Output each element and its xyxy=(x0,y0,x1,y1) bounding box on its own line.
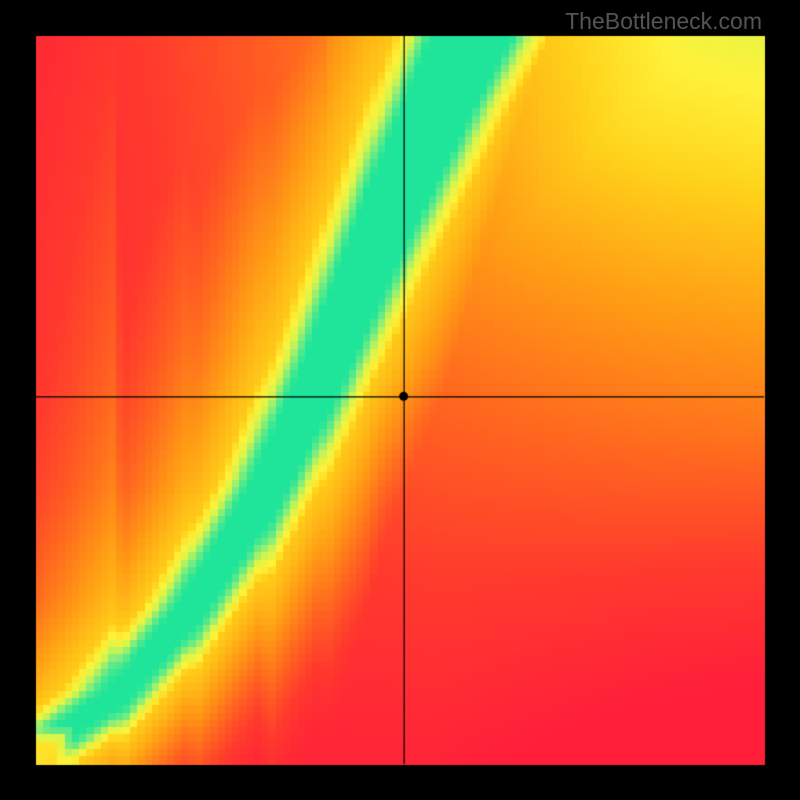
watermark-text: TheBottleneck.com xyxy=(565,8,762,35)
chart-container: TheBottleneck.com xyxy=(0,0,800,800)
bottleneck-heatmap xyxy=(0,0,800,800)
